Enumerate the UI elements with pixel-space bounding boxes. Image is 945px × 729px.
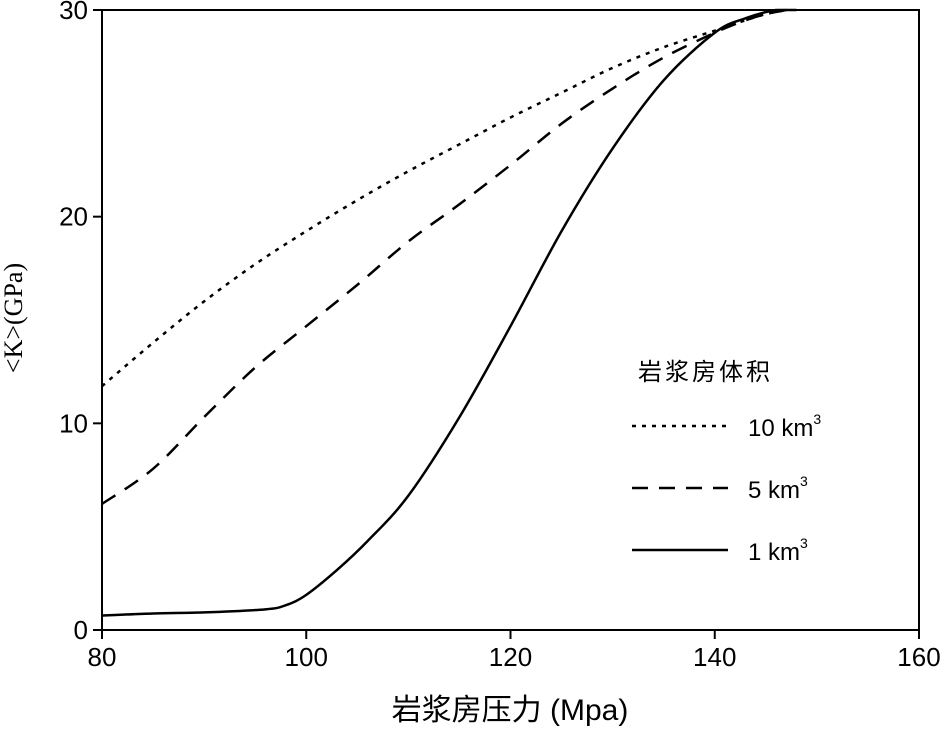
series-line-5km3 bbox=[101, 8, 787, 505]
series-line-1km3 bbox=[101, 8, 797, 617]
legend: 岩浆房体积 10 km3 5 km3 1 km3 bbox=[632, 358, 821, 566]
y-tick-label: 0 bbox=[74, 615, 88, 645]
y-tick-label: 20 bbox=[59, 202, 88, 232]
legend-title: 岩浆房体积 bbox=[638, 358, 773, 386]
series-line-10km3 bbox=[101, 8, 787, 388]
x-tick-label: 140 bbox=[693, 642, 736, 672]
legend-label-10km3: 10 km3 bbox=[748, 411, 821, 442]
legend-label-5km3: 5 km3 bbox=[748, 473, 808, 504]
x-tick-label: 120 bbox=[489, 642, 532, 672]
y-tick-label: 10 bbox=[59, 408, 88, 438]
series-group bbox=[101, 8, 797, 617]
x-tick-label: 160 bbox=[897, 642, 940, 672]
x-axis-title: 岩浆房压力 (Mpa) bbox=[392, 694, 629, 727]
x-tick-label: 100 bbox=[285, 642, 328, 672]
x-tick-label: 80 bbox=[88, 642, 117, 672]
plot-frame bbox=[101, 9, 920, 631]
legend-sup-1km3: 3 bbox=[800, 535, 808, 551]
y-axis-title: <K>(GPa) bbox=[0, 263, 28, 373]
axis-ticks: 80 100 120 140 160 0 10 20 30 bbox=[59, 0, 941, 672]
legend-sup-10km3: 3 bbox=[813, 411, 821, 427]
legend-sup-5km3: 3 bbox=[800, 473, 808, 489]
y-tick-label: 30 bbox=[59, 0, 88, 25]
legend-label-1km3: 1 km3 bbox=[748, 535, 808, 566]
